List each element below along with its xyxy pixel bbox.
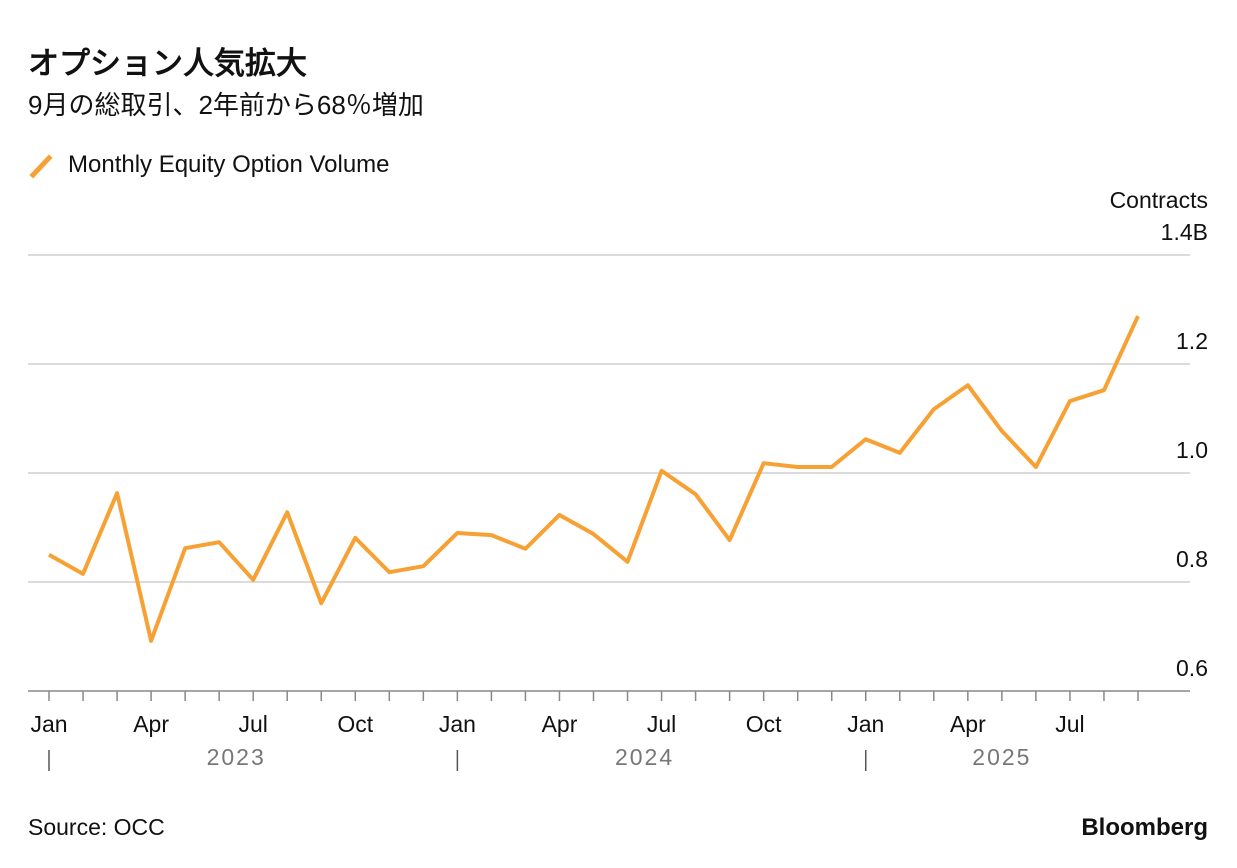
x-tick-label: Jan <box>847 711 884 737</box>
legend-label: Monthly Equity Option Volume <box>68 151 390 178</box>
x-tick-label: Jan <box>30 711 67 737</box>
y-tick-label: 1.2 <box>1176 328 1208 354</box>
x-tick-label: Apr <box>133 711 169 737</box>
x-tick-label: Oct <box>746 711 782 737</box>
chart-title: オプション人気拡大 <box>28 46 307 81</box>
year-label: 2025 <box>972 744 1031 770</box>
x-tick-label: Jul <box>238 711 267 737</box>
legend-icon <box>29 154 53 179</box>
x-tick-label: Jan <box>439 711 476 737</box>
year-label: 2024 <box>615 744 674 770</box>
series-line <box>48 315 1140 643</box>
brand: Bloomberg <box>1081 814 1208 841</box>
y-axis-label: Contracts <box>1110 187 1208 213</box>
year-label: 2023 <box>207 744 266 770</box>
y-tick-label: 1.4B <box>1161 219 1208 245</box>
y-tick-label: 1.0 <box>1176 437 1208 463</box>
x-tick-label: Jul <box>647 711 676 737</box>
x-tick-label: Apr <box>542 711 578 737</box>
source: Source: OCC <box>28 814 165 840</box>
y-tick-label: 0.8 <box>1176 546 1208 572</box>
x-tick-label: Oct <box>337 711 373 737</box>
chart-subtitle: 9月の総取引、2年前から68％増加 <box>28 90 424 120</box>
x-tick-label: Apr <box>950 711 986 737</box>
y-tick-label: 0.6 <box>1176 655 1208 681</box>
x-tick-label: Jul <box>1055 711 1084 737</box>
